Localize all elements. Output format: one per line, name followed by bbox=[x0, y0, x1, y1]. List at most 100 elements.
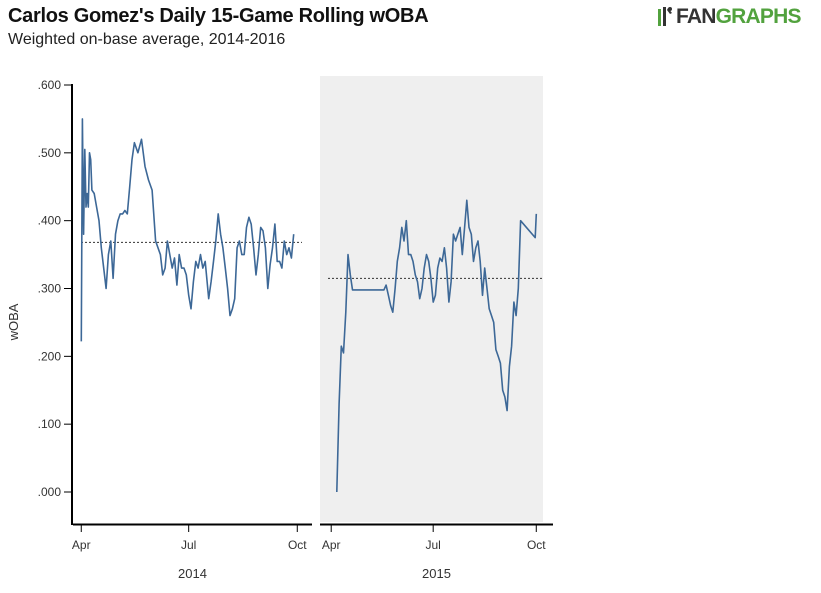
data-point bbox=[392, 311, 394, 313]
y-tick-label: .200 bbox=[38, 349, 62, 363]
data-point bbox=[91, 189, 93, 191]
data-point bbox=[423, 267, 425, 269]
data-point bbox=[286, 254, 288, 256]
data-point bbox=[513, 301, 515, 303]
series-line-2015 bbox=[336, 199, 538, 493]
data-point bbox=[493, 322, 495, 324]
data-point bbox=[475, 247, 477, 249]
data-point bbox=[288, 247, 290, 249]
data-point bbox=[193, 281, 195, 283]
data-point bbox=[122, 213, 124, 215]
data-point bbox=[89, 152, 91, 154]
chart-subtitle: Weighted on-base average, 2014-2016 bbox=[8, 31, 286, 48]
data-point bbox=[265, 247, 267, 249]
data-point bbox=[250, 223, 252, 225]
data-point bbox=[171, 267, 173, 269]
data-point bbox=[85, 206, 87, 208]
data-point bbox=[227, 288, 229, 290]
data-point bbox=[103, 267, 105, 269]
data-point bbox=[88, 206, 90, 208]
data-point bbox=[253, 247, 255, 249]
facet-2014: Apr Jul Oct 2014 bbox=[72, 118, 312, 581]
data-point bbox=[124, 210, 126, 212]
series-line-2014 bbox=[80, 118, 295, 342]
x-tick-label: Apr bbox=[72, 538, 91, 552]
y-tick-label: .400 bbox=[38, 214, 62, 228]
data-point bbox=[383, 289, 385, 291]
chart-title: Carlos Gomez's Daily 15-Game Rolling wOB… bbox=[8, 5, 429, 27]
fangraphs-logo[interactable]: FANGRAPHS bbox=[656, 4, 801, 30]
data-point bbox=[174, 257, 176, 259]
data-point bbox=[455, 240, 457, 242]
facet-shade-2015 bbox=[320, 76, 543, 522]
data-point bbox=[169, 254, 171, 256]
data-point bbox=[399, 247, 401, 249]
data-point bbox=[473, 261, 475, 263]
data-point bbox=[204, 261, 206, 263]
data-point bbox=[112, 278, 114, 280]
data-point bbox=[220, 233, 222, 235]
data-point bbox=[408, 254, 410, 256]
facet-2015: Apr Jul Oct 2015 bbox=[320, 76, 553, 581]
y-axis-label: wOBA bbox=[6, 303, 21, 341]
data-point bbox=[267, 288, 269, 290]
data-point bbox=[82, 118, 84, 120]
data-point bbox=[477, 240, 479, 242]
data-point bbox=[428, 261, 430, 263]
data-point bbox=[453, 233, 455, 235]
data-point bbox=[482, 294, 484, 296]
data-point bbox=[229, 315, 231, 317]
data-point bbox=[178, 254, 180, 256]
data-point bbox=[262, 230, 264, 232]
data-point bbox=[200, 254, 202, 256]
data-point bbox=[276, 261, 278, 263]
data-point bbox=[448, 301, 450, 303]
data-point bbox=[390, 305, 392, 307]
data-point bbox=[157, 247, 159, 249]
data-point bbox=[190, 308, 192, 310]
data-point bbox=[441, 261, 443, 263]
data-point bbox=[186, 274, 188, 276]
data-point bbox=[336, 491, 338, 493]
data-point bbox=[518, 288, 520, 290]
facet-label-2014: 2014 bbox=[178, 566, 207, 581]
data-point bbox=[117, 220, 119, 222]
data-point bbox=[534, 237, 536, 239]
data-point bbox=[115, 233, 117, 235]
data-point bbox=[340, 345, 342, 347]
data-point bbox=[430, 278, 432, 280]
data-point bbox=[283, 240, 285, 242]
data-point bbox=[405, 220, 407, 222]
data-point bbox=[515, 315, 517, 317]
data-point bbox=[412, 261, 414, 263]
data-point bbox=[439, 257, 441, 259]
data-point bbox=[241, 254, 243, 256]
data-point bbox=[232, 308, 234, 310]
data-point bbox=[248, 216, 250, 218]
data-point bbox=[459, 227, 461, 229]
data-point bbox=[246, 227, 248, 229]
data-point bbox=[110, 240, 112, 242]
data-point bbox=[181, 267, 183, 269]
data-point bbox=[80, 341, 82, 343]
data-point bbox=[134, 142, 136, 144]
data-point bbox=[347, 254, 349, 256]
data-point bbox=[274, 223, 276, 225]
data-point bbox=[495, 349, 497, 351]
x-tick-label: Jul bbox=[426, 538, 441, 552]
data-point bbox=[349, 274, 351, 276]
data-point bbox=[215, 240, 217, 242]
data-point bbox=[343, 352, 345, 354]
data-point bbox=[167, 240, 169, 242]
data-point bbox=[224, 267, 226, 269]
x-tick-label: Oct bbox=[288, 538, 307, 552]
data-point bbox=[466, 200, 468, 202]
data-point bbox=[414, 274, 416, 276]
y-tick-label: .500 bbox=[38, 146, 62, 160]
data-point bbox=[108, 254, 110, 256]
data-point bbox=[497, 356, 499, 358]
data-point bbox=[426, 254, 428, 256]
data-point bbox=[432, 301, 434, 303]
data-point bbox=[535, 213, 537, 215]
